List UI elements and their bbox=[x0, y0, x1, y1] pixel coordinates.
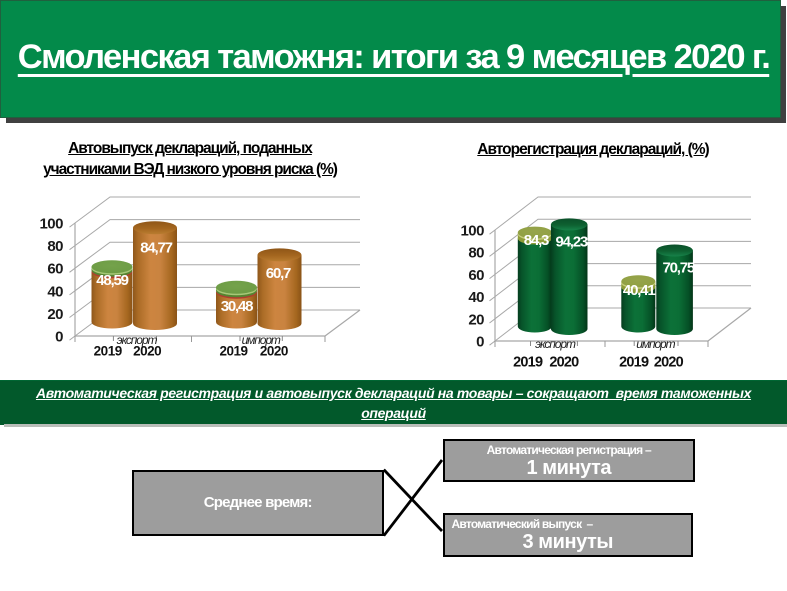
svg-text:60: 60 bbox=[468, 267, 484, 284]
svg-text:экспорт: экспорт bbox=[117, 333, 158, 347]
svg-text:2019: 2019 bbox=[219, 344, 247, 359]
svg-text:20: 20 bbox=[47, 306, 63, 323]
svg-text:80: 80 bbox=[468, 245, 484, 262]
svg-text:100: 100 bbox=[39, 216, 63, 233]
svg-text:40: 40 bbox=[47, 283, 63, 300]
svg-text:2019: 2019 bbox=[619, 355, 649, 371]
svg-text:2020: 2020 bbox=[133, 344, 161, 359]
svg-text:2020: 2020 bbox=[260, 344, 288, 359]
svg-text:2020: 2020 bbox=[654, 355, 684, 371]
svg-text:0: 0 bbox=[476, 334, 484, 351]
svg-text:60: 60 bbox=[47, 261, 63, 278]
svg-text:70,75: 70,75 bbox=[663, 260, 695, 277]
svg-text:импорт: импорт bbox=[242, 333, 281, 347]
svg-text:60,7: 60,7 bbox=[266, 265, 291, 282]
svg-text:40,41: 40,41 bbox=[623, 282, 655, 299]
svg-text:80: 80 bbox=[47, 238, 63, 255]
svg-text:2019: 2019 bbox=[513, 355, 543, 371]
svg-text:0: 0 bbox=[55, 329, 63, 346]
svg-text:94,23: 94,23 bbox=[556, 233, 588, 250]
svg-text:84,77: 84,77 bbox=[140, 240, 172, 257]
svg-text:20: 20 bbox=[468, 311, 484, 328]
svg-text:48,59: 48,59 bbox=[96, 272, 128, 289]
svg-text:импорт: импорт bbox=[636, 337, 675, 351]
svg-text:2020: 2020 bbox=[549, 355, 579, 371]
svg-text:экспорт: экспорт bbox=[535, 337, 576, 351]
svg-text:40: 40 bbox=[468, 289, 484, 306]
svg-text:84,3: 84,3 bbox=[524, 232, 549, 249]
svg-text:100: 100 bbox=[460, 223, 484, 240]
svg-text:2019: 2019 bbox=[94, 344, 122, 359]
svg-text:30,48: 30,48 bbox=[221, 298, 253, 315]
